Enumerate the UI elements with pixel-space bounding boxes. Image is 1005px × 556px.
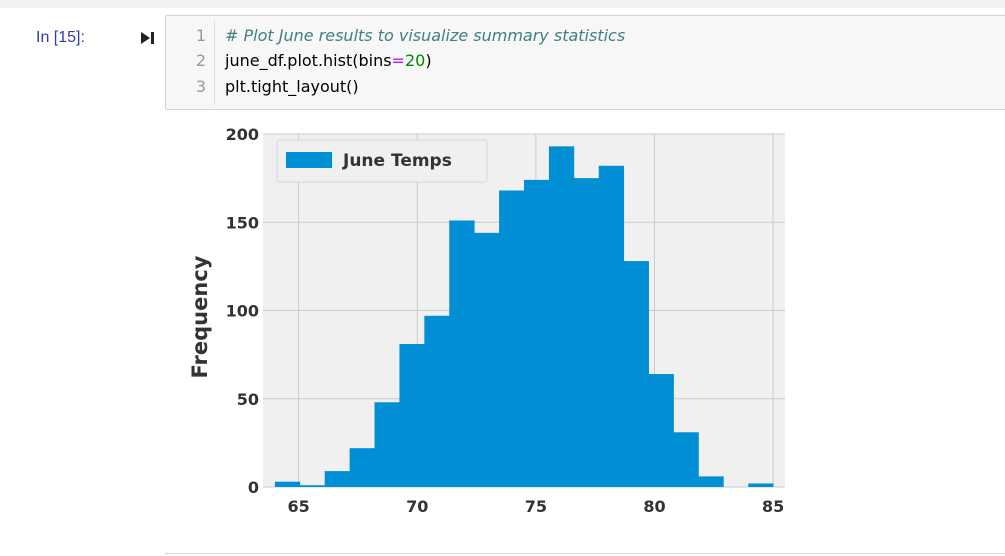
run-step-icon[interactable] [139, 30, 155, 46]
code-operator: = [391, 51, 405, 70]
histogram-bar [274, 481, 301, 487]
code-text: plt.tight_layout() [225, 77, 359, 96]
next-cell-border [165, 553, 1005, 554]
x-tick-label: 75 [525, 497, 547, 516]
histogram-bar [349, 448, 375, 487]
histogram-bar [499, 190, 525, 487]
histogram-bar [648, 374, 674, 487]
histogram-bar [748, 483, 774, 487]
x-tick-label: 80 [643, 497, 665, 516]
y-tick-label: 50 [237, 390, 259, 409]
code-line-1: # Plot June results to visualize summary… [225, 26, 625, 45]
code-cell-input[interactable]: 1 2 3 # Plot June results to visualize s… [165, 15, 1005, 110]
code-number: 20 [404, 51, 426, 70]
y-tick-label: 100 [226, 302, 259, 321]
histogram-bar [474, 232, 500, 487]
histogram-bar [374, 402, 400, 487]
output-plot: 65 70 75 80 85 0 50 100 150 200 Frequency June Temp… [173, 119, 796, 527]
histogram-chart: 65 70 75 80 85 0 50 100 150 200 Frequency June Temp… [188, 125, 785, 516]
y-tick-label: 0 [248, 478, 259, 497]
y-tick-label: 200 [226, 125, 259, 144]
histogram-bar [399, 344, 425, 487]
code-line-2: june_df.plot.hist(bins=20) [225, 51, 432, 70]
line-number: 2 [195, 51, 206, 70]
code-comment: # Plot June results to visualize summary… [225, 26, 626, 45]
histogram-bar [573, 178, 600, 487]
histogram-bar [623, 261, 649, 487]
cell-prompt: In [15]: [36, 29, 85, 46]
line-number: 3 [195, 77, 206, 96]
x-tick-label: 85 [762, 497, 784, 516]
histogram-bar [598, 165, 625, 487]
histogram-bar [698, 476, 724, 487]
x-tick-label: 70 [406, 497, 428, 516]
histogram-bar [524, 179, 550, 487]
histogram-bar [324, 471, 351, 487]
code-line-3: plt.tight_layout() [225, 77, 359, 96]
y-tick-label: 150 [226, 213, 259, 232]
histogram-bar [424, 315, 450, 487]
gutter-divider [214, 20, 215, 105]
histogram-bar [299, 485, 326, 487]
code-text: ) [425, 51, 432, 70]
code-text: june_df.plot.hist(bins [225, 51, 392, 70]
histogram-bar [449, 220, 475, 488]
legend-swatch [286, 152, 332, 168]
y-axis-label: Frequency [188, 255, 212, 378]
histogram-bar [673, 432, 699, 487]
x-tick-label: 65 [287, 497, 309, 516]
legend-box [276, 139, 488, 183]
notebook-top-bar [0, 0, 1005, 8]
line-number-gutter: 1 2 3 [166, 16, 214, 109]
histogram-bar [548, 146, 575, 488]
line-number: 1 [195, 26, 206, 45]
legend-label: June Temps [342, 151, 452, 171]
